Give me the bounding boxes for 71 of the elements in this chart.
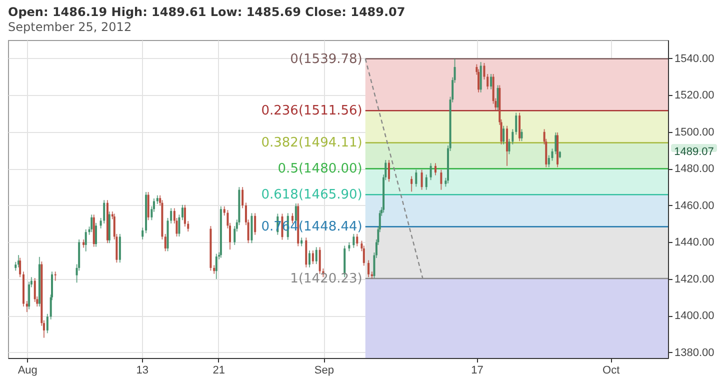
- candlestick: [512, 128, 514, 145]
- candlestick: [352, 233, 355, 248]
- candlestick: [425, 174, 428, 190]
- candlestick: [548, 154, 550, 168]
- candlestick: [312, 250, 314, 265]
- candlestick: [28, 281, 30, 310]
- candlestick: [520, 128, 523, 142]
- candlestick: [95, 222, 98, 248]
- candlestick: [54, 271, 56, 282]
- candlestick: [215, 253, 218, 280]
- y-tick-label: 1380.00: [674, 346, 714, 359]
- candlestick: [315, 246, 318, 265]
- candlestick: [483, 62, 486, 80]
- chart-title: Open: 1486.19 High: 1489.61 Low: 1485.69 Close: 1489.07: [8, 5, 406, 19]
- ref-line-label: 0.618(1465.90): [261, 188, 362, 203]
- candlestick: [318, 246, 321, 274]
- ref-line-label: 0.5(1480.00): [278, 162, 362, 177]
- candlestick: [506, 125, 508, 166]
- x-tick-label: 21: [212, 364, 226, 376]
- y-tick-label: 1420.00: [674, 273, 714, 286]
- y-tick-label: 1540.00: [674, 52, 714, 65]
- y-tick-label: 1520.00: [674, 90, 714, 102]
- candlestick: [508, 138, 510, 155]
- candlestick: [181, 204, 184, 221]
- candlestick: [478, 68, 480, 93]
- candlestick: [368, 260, 370, 278]
- candlestick: [502, 125, 505, 145]
- y-tick-label: 1400.00: [674, 310, 714, 322]
- x-tick-label: Oct: [602, 364, 620, 376]
- ref-line-label: 1(1420.23): [290, 272, 362, 287]
- chart-subtitle: September 25, 2012: [8, 20, 132, 34]
- candlestick: [356, 233, 358, 247]
- candlestick: [242, 186, 244, 209]
- x-tick-label: 13: [136, 364, 149, 376]
- candlestick: [164, 233, 166, 252]
- candlestick: [34, 278, 36, 302]
- candlestick: [254, 212, 256, 236]
- y-tick-label: 1440.00: [674, 236, 714, 249]
- candlestick: [308, 250, 311, 268]
- candlestick: [26, 300, 28, 313]
- y-tick-label: 1460.00: [674, 200, 714, 212]
- x-tick-label: 17: [471, 364, 484, 376]
- candlestick: [147, 192, 150, 221]
- candlestick: [480, 62, 482, 93]
- candlestick: [118, 233, 121, 264]
- x-tick-label: Aug: [18, 364, 38, 376]
- candlestick: [415, 169, 418, 188]
- candlestick: [410, 176, 413, 192]
- candlestick: [90, 214, 93, 233]
- text: 1489.07: [674, 146, 714, 158]
- candlestick: [430, 162, 432, 181]
- candlestick: [142, 227, 144, 240]
- candlestick: [178, 214, 180, 237]
- candlestick: [434, 162, 436, 176]
- candlestick: [388, 160, 390, 182]
- candlestick: [420, 169, 423, 190]
- candlestick: [440, 169, 442, 190]
- y-tick-label: 1480.00: [674, 163, 714, 176]
- x-tick-label: Sep: [314, 364, 334, 376]
- candlestick: [19, 257, 22, 278]
- candlestick: [184, 204, 186, 228]
- candlestick: [486, 74, 489, 90]
- candlestick: [515, 112, 518, 136]
- ref-line-label: 0.382(1494.11): [261, 136, 362, 151]
- candlestick: [490, 74, 492, 90]
- ref-line-label: 0.236(1511.56): [261, 104, 362, 119]
- y-tick-label: 1500.00: [674, 126, 714, 138]
- ref-line-label: 0(1539.78): [290, 52, 362, 67]
- candlestick: [84, 228, 87, 252]
- candlestick: [518, 112, 521, 142]
- candlestick: [46, 313, 48, 334]
